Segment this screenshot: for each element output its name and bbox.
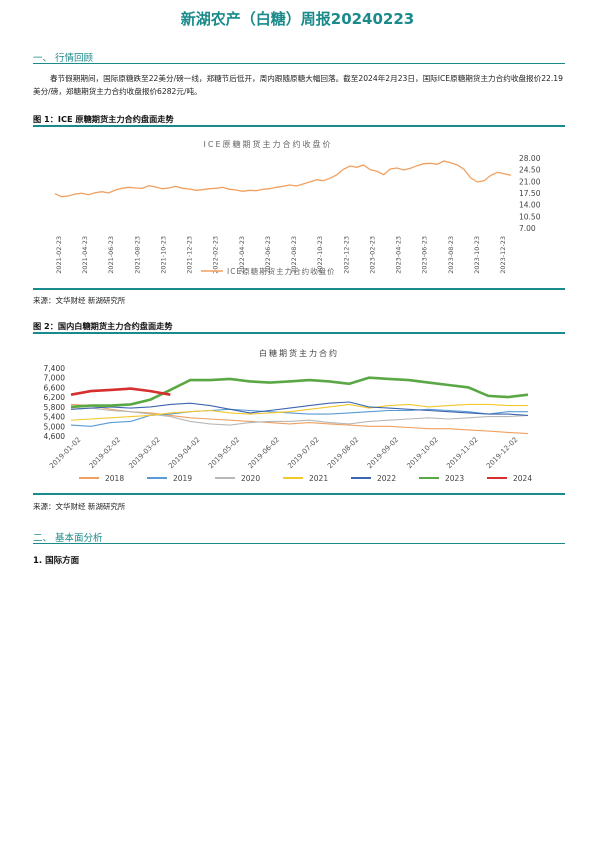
y-tick-label: 6,200 xyxy=(44,393,66,402)
figure2-bottom-rule xyxy=(33,493,565,495)
x-tick-label: 2019-06-02 xyxy=(247,436,281,470)
chart-title: ICE原糖期货主力合约收盘价 xyxy=(204,139,333,149)
subheading-international: 1. 国际方面 xyxy=(33,556,80,566)
x-tick-label: 2022-06-23 xyxy=(264,236,272,274)
y-tick-label: 14.00 xyxy=(519,201,541,210)
figure2-source: 来源：文华财经 新湖研究所 xyxy=(33,502,126,511)
legend-label: 2020 xyxy=(241,474,260,483)
legend-label: ICE原糖期货主力合约收盘价 xyxy=(227,266,336,276)
series-line-2023 xyxy=(70,376,529,409)
x-tick-label: 2023-04-23 xyxy=(395,236,403,274)
y-tick-label: 21.00 xyxy=(519,177,541,186)
section-divider xyxy=(33,63,565,64)
x-tick-label: 2022-12-23 xyxy=(342,236,350,274)
figure2-title: 图 2：国内白糖期货主力合约盘面走势 xyxy=(33,321,173,331)
x-tick-label: 2021-02-23 xyxy=(55,236,63,274)
x-tick-label: 2023-02-23 xyxy=(368,236,376,274)
section-heading-market-review: 一、 行情回顾 xyxy=(33,53,94,64)
y-tick-label: 7,000 xyxy=(44,374,66,383)
x-tick-label: 2019-12-02 xyxy=(485,436,519,470)
y-tick-label: 7.00 xyxy=(519,224,536,233)
x-tick-label: 2019-08-02 xyxy=(326,436,360,470)
ice-sugar-chart: ICE原糖期货主力合约收盘价 28.00 24.50 21.00 17.50 14.00 1… xyxy=(54,139,541,276)
y-tick-label: 5,000 xyxy=(44,422,66,431)
x-tick-label: 2019-07-02 xyxy=(286,436,320,470)
y-tick-label: 6,600 xyxy=(44,383,66,392)
series-line-2022 xyxy=(70,401,529,416)
y-tick-label: 7,400 xyxy=(44,364,66,373)
y-tick-label: 28.00 xyxy=(519,154,541,163)
x-tick-label: 2019-03-02 xyxy=(127,436,161,470)
x-tick-label: 2019-09-02 xyxy=(366,436,400,470)
figure1-bottom-rule xyxy=(33,288,565,290)
series-line-2019 xyxy=(70,408,528,427)
figure1-rule xyxy=(33,125,565,127)
series-line-2021 xyxy=(70,403,528,421)
legend-label: 2024 xyxy=(513,474,532,483)
section-heading-fundamentals: 二、 基本面分析 xyxy=(33,533,103,544)
x-tick-label: 2021-06-23 xyxy=(107,236,115,274)
x-tick-label: 2021-10-23 xyxy=(159,236,167,274)
series-line-2018 xyxy=(70,403,529,435)
figure1-source: 来源：文华财经 新湖研究所 xyxy=(33,296,126,305)
x-tick-label: 2022-02-23 xyxy=(212,236,220,274)
legend-label: 2018 xyxy=(105,474,124,483)
x-tick-label: 2023-08-23 xyxy=(447,236,455,274)
x-tick-label: 2021-12-23 xyxy=(186,236,194,274)
x-tick-label: 2023-10-23 xyxy=(473,236,481,274)
x-tick-label: 2022-08-23 xyxy=(290,236,298,274)
y-tick-label: 17.50 xyxy=(519,189,541,198)
x-tick-label: 2023-12-23 xyxy=(499,236,507,274)
x-tick-label: 2019-04-02 xyxy=(167,436,201,470)
x-tick-label: 2021-08-23 xyxy=(133,236,141,274)
figure1-title: 图 1：ICE 原糖期货主力合约盘面走势 xyxy=(33,114,174,124)
series-line-2024 xyxy=(70,387,171,396)
x-tick-label: 2019-05-02 xyxy=(207,436,241,470)
section-divider-2 xyxy=(33,543,565,544)
legend-label: 2023 xyxy=(445,474,464,483)
figure2-rule xyxy=(33,332,565,334)
series-line-ice xyxy=(54,160,512,198)
report-title: 新湖农产（白糖）周报20240223 xyxy=(180,10,415,28)
x-tick-label: 2019-02-02 xyxy=(88,436,122,470)
series-line-2020 xyxy=(70,407,529,426)
legend-label: 2022 xyxy=(377,474,396,483)
x-tick-label: 2022-10-23 xyxy=(316,236,324,274)
chart-title: 白糖期货主力合约 xyxy=(259,348,339,358)
x-tick-label: 2019-11-02 xyxy=(445,436,479,470)
legend-label: 2021 xyxy=(309,474,328,483)
x-tick-label: 2023-06-23 xyxy=(421,236,429,274)
market-review-paragraph: 春节假期期间，国际原糖跌至22美分/磅一线，郑糖节后低开，周内跟随原糖大幅回落。… xyxy=(33,74,563,96)
y-tick-label: 4,600 xyxy=(44,432,66,441)
y-tick-label: 5,800 xyxy=(44,403,66,412)
y-tick-label: 5,400 xyxy=(44,413,66,422)
y-tick-label: 10.50 xyxy=(519,212,541,221)
legend-label: 2019 xyxy=(173,474,192,483)
x-tick-label: 2022-04-23 xyxy=(238,236,246,274)
domestic-sugar-chart: 白糖期货主力合约 7,4007,0006,6006,2005,8005,4005,… xyxy=(44,348,533,483)
y-tick-label: 24.50 xyxy=(519,166,541,175)
x-tick-label: 2021-04-23 xyxy=(81,236,89,274)
x-tick-label: 2019-10-02 xyxy=(406,436,440,470)
